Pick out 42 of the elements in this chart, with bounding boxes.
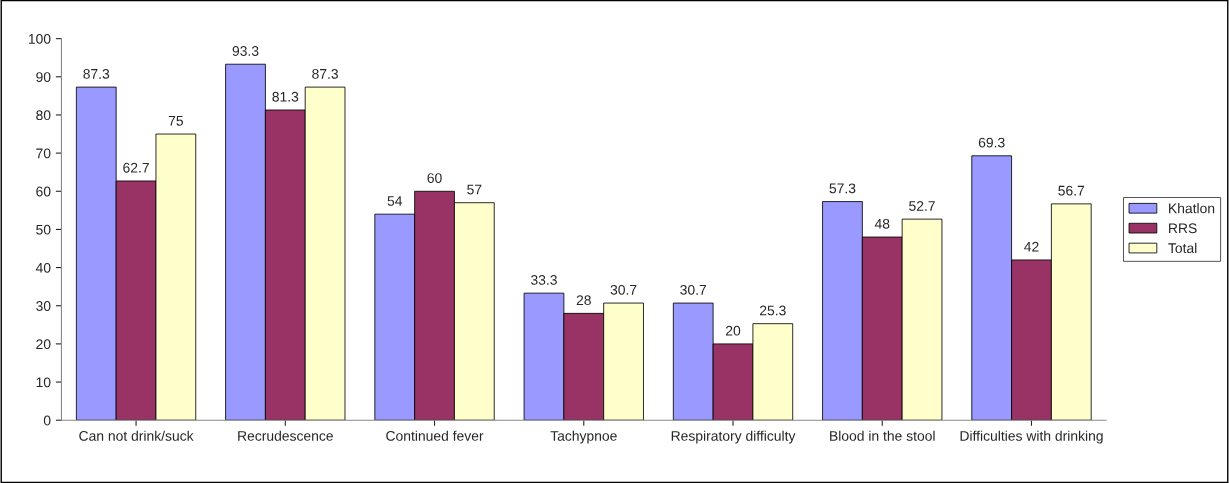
data-label: 75 (168, 116, 184, 126)
legend-label: Total (1168, 242, 1197, 254)
x-tick-label: Blood in the stool (830, 430, 935, 441)
data-label: 54 (387, 196, 403, 206)
data-label: 69.3 (978, 137, 1005, 148)
y-tick-label: 80 (36, 110, 51, 121)
y-tick-label: 100 (28, 33, 51, 44)
y-tick-label: 70 (36, 148, 51, 159)
data-label: 42 (1024, 241, 1039, 252)
legend-label: RRS (1169, 223, 1197, 234)
x-tick-label: Tachypnoe (550, 430, 617, 444)
data-label: 87.3 (312, 68, 339, 79)
x-tick-label: Can not drink/suck (79, 430, 194, 441)
data-label: 30.7 (610, 284, 637, 295)
x-tick-label: Continued fever (386, 430, 484, 441)
x-tick-label: Difficulties with drinking (960, 430, 1103, 444)
data-label: 48 (874, 218, 890, 229)
data-label: 25.3 (759, 305, 786, 316)
y-tick-label: 60 (36, 186, 51, 197)
y-tick-label: 30 (36, 301, 51, 311)
data-label: 81.3 (272, 91, 299, 102)
data-label: 52.7 (909, 200, 935, 211)
y-tick-label: 50 (36, 224, 51, 235)
data-label: 30.7 (680, 284, 707, 295)
legend-label: Khatlon (1169, 203, 1215, 214)
data-label: 28 (576, 295, 591, 306)
data-label: 57 (467, 184, 482, 195)
data-label: 93.3 (232, 46, 259, 56)
x-tick-label: Respiratory difficulty (671, 430, 796, 444)
data-label: 56.7 (1058, 185, 1085, 196)
data-label: 62.7 (123, 162, 149, 173)
y-tick-label: 10 (36, 377, 51, 388)
y-tick-label: 90 (36, 72, 51, 82)
data-label: 87.3 (83, 68, 110, 79)
data-label: 60 (427, 173, 442, 183)
data-label: 20 (725, 325, 741, 336)
y-tick-label: 20 (36, 339, 51, 350)
y-tick-label: 40 (35, 262, 51, 273)
x-tick-label: Recrudescence (238, 430, 333, 441)
y-tick-label: 0 (43, 415, 51, 426)
data-label: 57.3 (829, 183, 856, 194)
data-label: 33.3 (530, 275, 557, 285)
